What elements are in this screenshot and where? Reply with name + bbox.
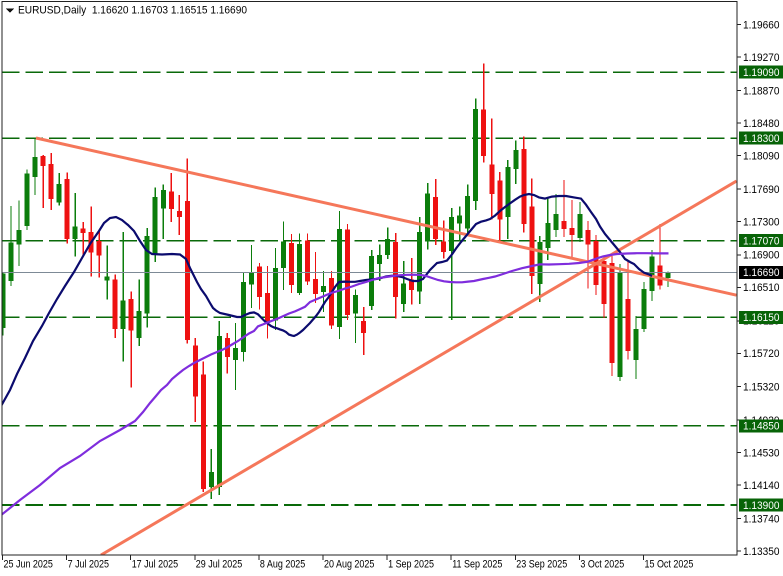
svg-text:1.17070: 1.17070 [743, 236, 780, 248]
svg-text:1.14850: 1.14850 [743, 421, 780, 433]
svg-text:8 Aug 2025: 8 Aug 2025 [260, 559, 305, 571]
svg-text:7 Jul 2025: 7 Jul 2025 [68, 559, 109, 571]
svg-text:1.15720: 1.15720 [743, 348, 780, 360]
svg-text:20 Aug 2025: 20 Aug 2025 [324, 559, 374, 571]
svg-text:17 Jul 2025: 17 Jul 2025 [132, 559, 178, 571]
svg-text:1.16510: 1.16510 [743, 282, 780, 294]
svg-text:1.13350: 1.13350 [743, 546, 780, 558]
svg-text:1.18480: 1.18480 [743, 118, 780, 130]
svg-text:1.16900: 1.16900 [743, 250, 780, 262]
svg-text:1.14530: 1.14530 [743, 447, 780, 459]
svg-text:1.19270: 1.19270 [743, 52, 780, 64]
svg-text:1.18300: 1.18300 [743, 133, 780, 145]
svg-text:1.16150: 1.16150 [743, 312, 780, 324]
svg-text:1.18090: 1.18090 [743, 150, 780, 162]
svg-text:1.17300: 1.17300 [743, 216, 780, 228]
svg-text:1 Sep 2025: 1 Sep 2025 [388, 559, 434, 571]
svg-text:1.18870: 1.18870 [743, 85, 780, 97]
svg-text:1.13740: 1.13740 [743, 513, 780, 525]
svg-text:1.16690: 1.16690 [743, 267, 780, 279]
svg-text:1.14140: 1.14140 [743, 480, 780, 492]
svg-text:1.13900: 1.13900 [743, 500, 780, 512]
svg-text:25 Jun 2025: 25 Jun 2025 [4, 559, 53, 571]
svg-text:3 Oct 2025: 3 Oct 2025 [580, 559, 624, 571]
svg-text:1.15320: 1.15320 [743, 382, 780, 394]
svg-text:EURUSD,Daily 1.16620 1.16703: EURUSD,Daily 1.16620 1.16703 1.16515 1.1… [18, 5, 247, 17]
svg-text:23 Sep 2025: 23 Sep 2025 [516, 559, 567, 571]
svg-text:11 Sep 2025: 11 Sep 2025 [452, 559, 502, 571]
svg-text:1.19090: 1.19090 [743, 67, 780, 79]
svg-text:1.17690: 1.17690 [743, 184, 780, 196]
svg-text:1.19660: 1.19660 [743, 20, 780, 32]
svg-text:15 Oct 2025: 15 Oct 2025 [645, 559, 694, 571]
svg-text:29 Jul 2025: 29 Jul 2025 [196, 559, 242, 571]
